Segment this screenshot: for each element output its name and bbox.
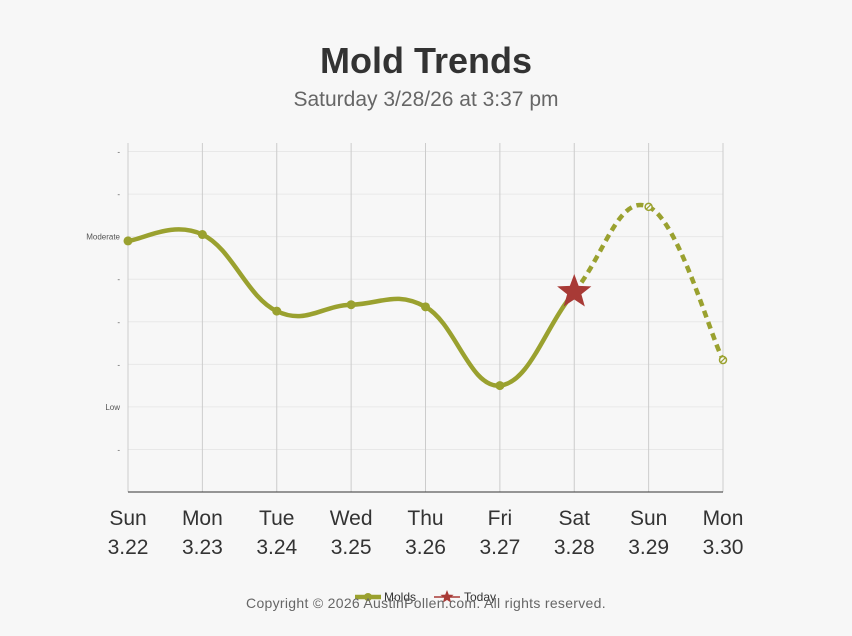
molds-point [272, 306, 282, 316]
y-tick-label: - [117, 445, 120, 454]
x-tick-day: Thu [407, 507, 443, 530]
x-tick-day: Mon [182, 507, 223, 530]
copyright-text: Copyright © 2026 AustinPollen.com. All r… [246, 595, 606, 611]
molds-point [421, 302, 430, 312]
legend-molds-dot [364, 593, 372, 601]
x-tick-date: 3.23 [182, 536, 223, 559]
y-tick-label: - [117, 190, 120, 199]
grid [127, 143, 724, 492]
y-tick-label: - [117, 275, 120, 284]
y-tick-label: - [117, 148, 120, 157]
legend: Molds Today [355, 590, 496, 604]
y-tick-label: - [117, 360, 120, 369]
molds-point [123, 236, 133, 246]
y-tick-label: - [117, 318, 120, 327]
x-tick-date: 3.28 [554, 536, 595, 559]
legend-today-star-icon [440, 590, 454, 603]
x-tick-day: Fri [488, 507, 513, 530]
x-tick-day: Wed [330, 507, 373, 530]
x-tick-day: Sun [109, 507, 146, 530]
x-tick-date: 3.22 [108, 536, 149, 559]
x-tick-date: 3.30 [703, 536, 744, 559]
x-tick-date: 3.26 [405, 536, 446, 559]
legend-molds-label: Molds [384, 590, 416, 604]
molds-point [197, 230, 207, 240]
x-tick-date: 3.29 [628, 536, 669, 559]
legend-today-label: Today [464, 590, 496, 604]
chart-title: Mold Trends [319, 40, 532, 81]
chart-subtitle: Saturday 3/28/26 at 3:37 pm [293, 88, 559, 111]
molds-point-forecast-hatch [645, 203, 652, 210]
x-tick-day: Mon [703, 507, 744, 530]
y-tick-label: Low [105, 403, 120, 412]
x-tick-day: Sun [630, 507, 667, 530]
molds-point [495, 381, 505, 391]
y-tick-label: Moderate [86, 233, 120, 242]
markers [123, 202, 728, 391]
today-star-icon [557, 273, 592, 307]
x-tick-date: 3.25 [331, 536, 372, 559]
x-tick-date: 3.27 [479, 536, 520, 559]
x-tick-day: Tue [259, 507, 294, 530]
x-tick-date: 3.24 [256, 536, 297, 559]
axes: - Low - - - Moderate - - Sun 3.22 Mon 3.23 Tue 3.24 We… [86, 148, 743, 559]
molds-point-forecast-hatch [720, 357, 726, 363]
molds-point [346, 300, 356, 310]
x-tick-day: Sat [558, 507, 590, 530]
